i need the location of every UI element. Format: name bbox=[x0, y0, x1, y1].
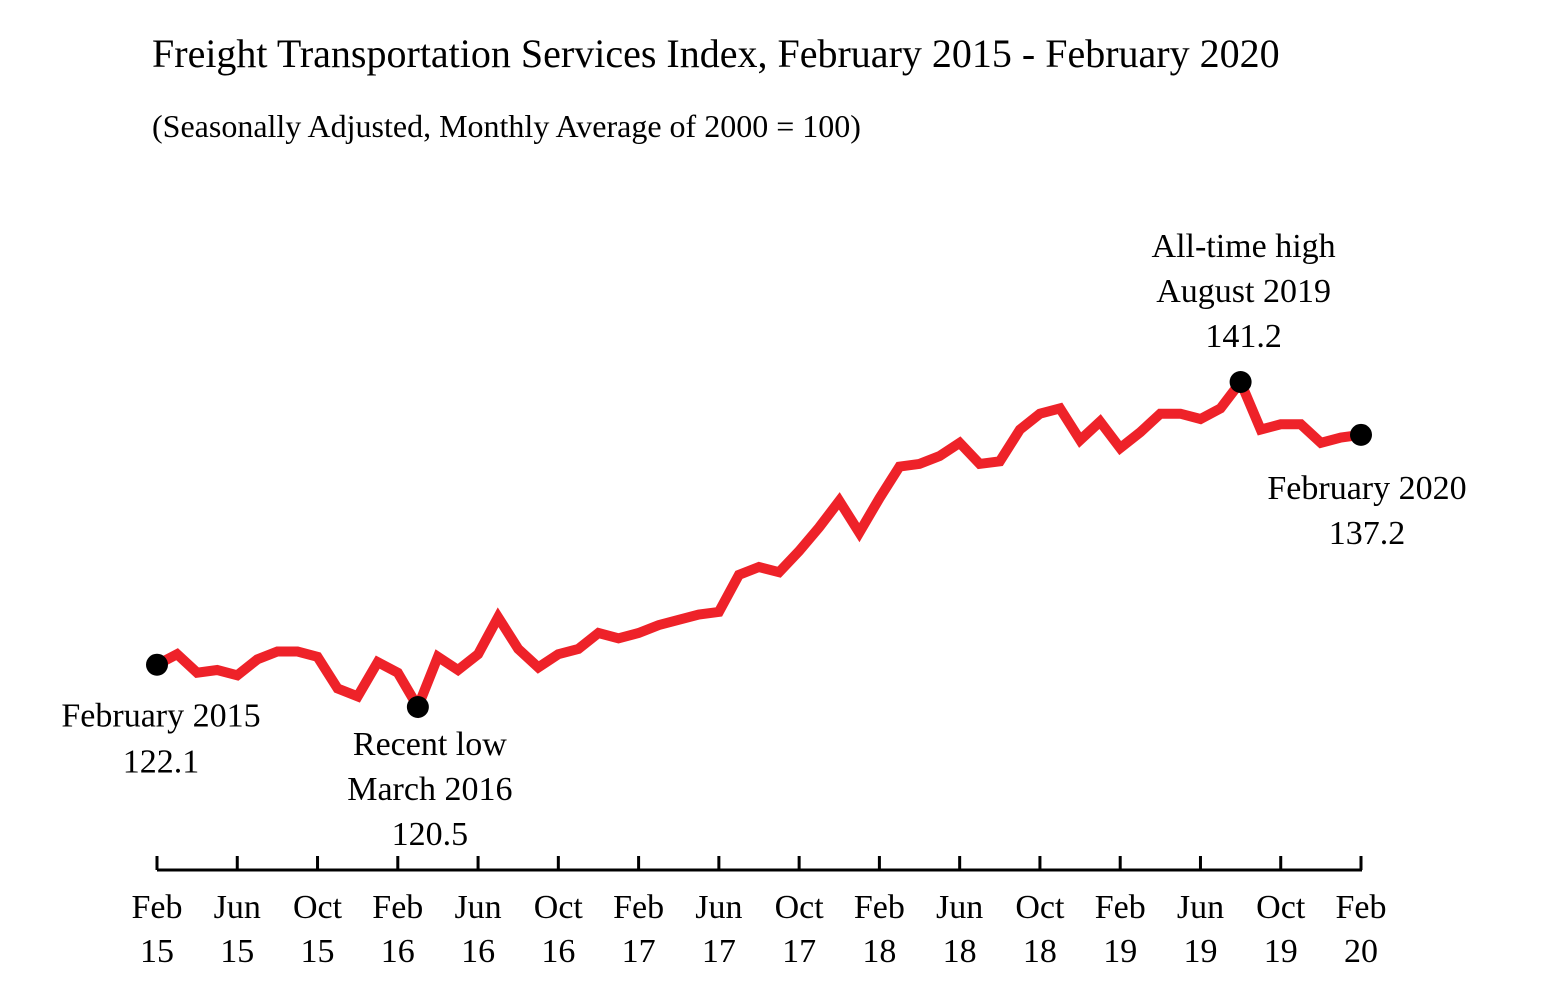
x-tick-month: Jun bbox=[214, 889, 261, 926]
annotation-label: Recent low March 2016 120.5 bbox=[347, 726, 512, 853]
x-tick-year: 19 bbox=[1183, 933, 1217, 970]
annotation-line: 122.1 bbox=[123, 744, 200, 781]
annotation-line: 120.5 bbox=[392, 816, 469, 853]
x-tick-month: Oct bbox=[534, 889, 584, 926]
x-tick-month: Feb bbox=[132, 889, 183, 926]
x-tick-year: 15 bbox=[220, 933, 254, 970]
x-tick-label: Feb 17 bbox=[613, 889, 664, 970]
x-tick-year: 18 bbox=[1023, 933, 1057, 970]
x-tick-year: 16 bbox=[541, 933, 575, 970]
x-tick-label: Feb 19 bbox=[1095, 889, 1146, 970]
annotation-line: 141.2 bbox=[1205, 318, 1282, 355]
x-tick-label: Oct 15 bbox=[293, 889, 343, 970]
chart-title: Freight Transportation Services Index, F… bbox=[152, 31, 1280, 76]
data-point-marker bbox=[1350, 423, 1372, 446]
x-tick-month: Feb bbox=[372, 889, 423, 926]
x-tick-month: Oct bbox=[1015, 889, 1065, 926]
x-tick-year: 15 bbox=[140, 933, 174, 970]
x-tick-year: 19 bbox=[1103, 933, 1137, 970]
series-line bbox=[154, 372, 1362, 719]
annotation-line: August 2019 bbox=[1156, 273, 1331, 310]
x-tick-month: Oct bbox=[293, 889, 343, 926]
x-tick-year: 15 bbox=[301, 933, 335, 970]
x-tick-year: 16 bbox=[381, 933, 415, 970]
annotation-line: March 2016 bbox=[347, 771, 512, 808]
x-tick-label: Jun 18 bbox=[936, 889, 983, 970]
x-tick-label: Jun 19 bbox=[1177, 889, 1224, 970]
x-tick-label: Feb 20 bbox=[1336, 889, 1387, 970]
x-tick-label: Oct 17 bbox=[775, 889, 825, 970]
x-tick-year: 18 bbox=[862, 933, 896, 970]
x-tick-year: 19 bbox=[1264, 933, 1298, 970]
x-tick-month: Feb bbox=[854, 889, 905, 926]
x-tick-month: Jun bbox=[454, 889, 501, 926]
x-tick-label: Jun 17 bbox=[695, 889, 742, 970]
x-tick-month: Feb bbox=[1336, 889, 1387, 926]
x-tick-month: Oct bbox=[1256, 889, 1306, 926]
x-tick-label: Feb 18 bbox=[854, 889, 905, 970]
x-tick-month: Feb bbox=[1095, 889, 1146, 926]
annotation-label: All-time high August 2019 141.2 bbox=[1152, 228, 1336, 355]
x-tick-month: Feb bbox=[613, 889, 664, 926]
x-tick-label: Oct 16 bbox=[534, 889, 584, 970]
annotation-line: 137.2 bbox=[1329, 515, 1406, 552]
x-tick-label: Oct 19 bbox=[1256, 889, 1306, 970]
x-tick-year: 18 bbox=[943, 933, 977, 970]
annotation-line: February 2020 bbox=[1267, 470, 1466, 507]
chart-subtitle: (Seasonally Adjusted, Monthly Average of… bbox=[152, 108, 861, 144]
x-tick-label: Feb 15 bbox=[132, 889, 183, 970]
x-tick-label: Jun 15 bbox=[214, 889, 261, 970]
x-tick-label: Feb 16 bbox=[372, 889, 423, 970]
annotation-label: February 2015 122.1 bbox=[61, 698, 260, 781]
data-point-marker bbox=[146, 653, 168, 676]
x-tick-year: 17 bbox=[622, 933, 656, 970]
x-tick-year: 17 bbox=[782, 933, 816, 970]
annotation-line: All-time high bbox=[1152, 228, 1336, 265]
x-tick-year: 17 bbox=[702, 933, 736, 970]
x-tick-year: 16 bbox=[461, 933, 495, 970]
x-tick-year: 20 bbox=[1344, 933, 1378, 970]
data-point-marker bbox=[1229, 371, 1252, 393]
x-tick-label: Oct 18 bbox=[1015, 889, 1065, 970]
x-tick-month: Jun bbox=[1177, 889, 1224, 926]
x-tick-label: Jun 16 bbox=[454, 889, 501, 970]
data-point-marker bbox=[406, 696, 429, 718]
x-tick-month: Jun bbox=[695, 889, 742, 926]
annotation-label: February 2020 137.2 bbox=[1267, 470, 1466, 552]
annotation-line: February 2015 bbox=[61, 698, 260, 735]
annotation-line: Recent low bbox=[353, 726, 507, 763]
x-tick-month: Jun bbox=[936, 889, 983, 926]
x-tick-month: Oct bbox=[775, 889, 825, 926]
